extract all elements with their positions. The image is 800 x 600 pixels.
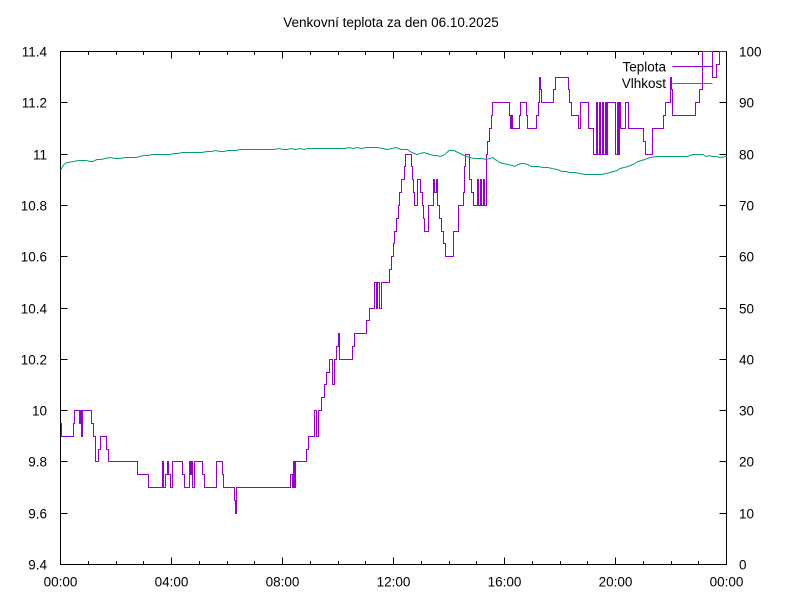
svg-text:30: 30 — [739, 403, 754, 418]
svg-text:10: 10 — [739, 506, 754, 521]
svg-text:40: 40 — [739, 352, 754, 367]
svg-text:11.4: 11.4 — [22, 44, 48, 59]
svg-text:20:00: 20:00 — [599, 575, 633, 590]
svg-text:9.4: 9.4 — [28, 557, 47, 572]
svg-text:11: 11 — [33, 147, 47, 162]
svg-text:00:00: 00:00 — [44, 575, 78, 590]
svg-text:80: 80 — [739, 147, 754, 162]
svg-text:100: 100 — [739, 44, 762, 59]
svg-text:20: 20 — [739, 454, 754, 469]
svg-text:10.2: 10.2 — [21, 352, 47, 367]
svg-text:10.6: 10.6 — [21, 249, 47, 264]
svg-text:11.2: 11.2 — [22, 95, 47, 110]
svg-text:Teplota: Teplota — [622, 60, 666, 75]
svg-text:70: 70 — [739, 198, 754, 213]
svg-text:10.8: 10.8 — [21, 198, 47, 213]
svg-text:60: 60 — [739, 249, 754, 264]
svg-text:04:00: 04:00 — [155, 575, 189, 590]
svg-text:10.4: 10.4 — [21, 301, 48, 316]
svg-text:90: 90 — [739, 95, 754, 110]
svg-text:10: 10 — [32, 403, 47, 418]
svg-text:00:00: 00:00 — [710, 575, 744, 590]
svg-text:50: 50 — [739, 301, 754, 316]
svg-text:9.6: 9.6 — [28, 506, 47, 521]
svg-text:16:00: 16:00 — [488, 575, 522, 590]
svg-text:Vlhkost: Vlhkost — [622, 76, 667, 91]
svg-text:9.8: 9.8 — [28, 454, 47, 469]
svg-text:12:00: 12:00 — [377, 575, 411, 590]
svg-text:Venkovní teplota za den 06.10.: Venkovní teplota za den 06.10.2025 — [283, 15, 498, 30]
svg-text:0: 0 — [739, 557, 747, 572]
svg-text:08:00: 08:00 — [266, 575, 300, 590]
